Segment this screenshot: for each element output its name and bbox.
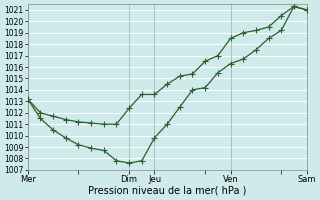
X-axis label: Pression niveau de la mer( hPa ): Pression niveau de la mer( hPa ) [88, 186, 246, 196]
